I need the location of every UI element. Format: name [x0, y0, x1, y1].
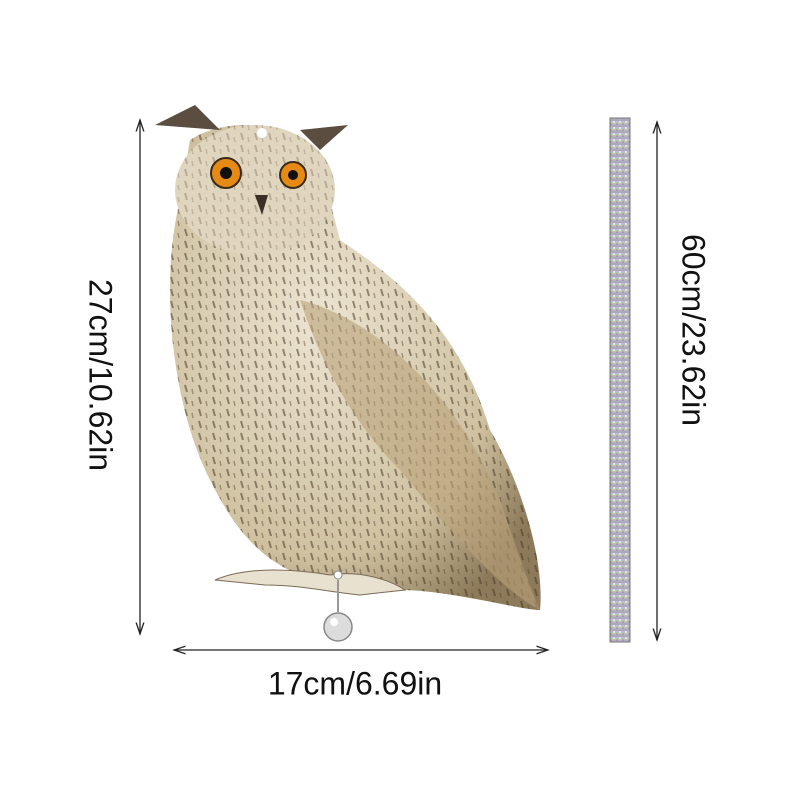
owl-height-label: 27cm/10.62in	[82, 278, 119, 472]
owl-width-label: 17cm/6.69in	[267, 665, 443, 702]
owl-decoy	[155, 105, 541, 642]
reflective-strip	[609, 117, 631, 643]
bell-icon	[323, 612, 353, 642]
strip-length-label: 60cm/23.62in	[675, 233, 712, 427]
